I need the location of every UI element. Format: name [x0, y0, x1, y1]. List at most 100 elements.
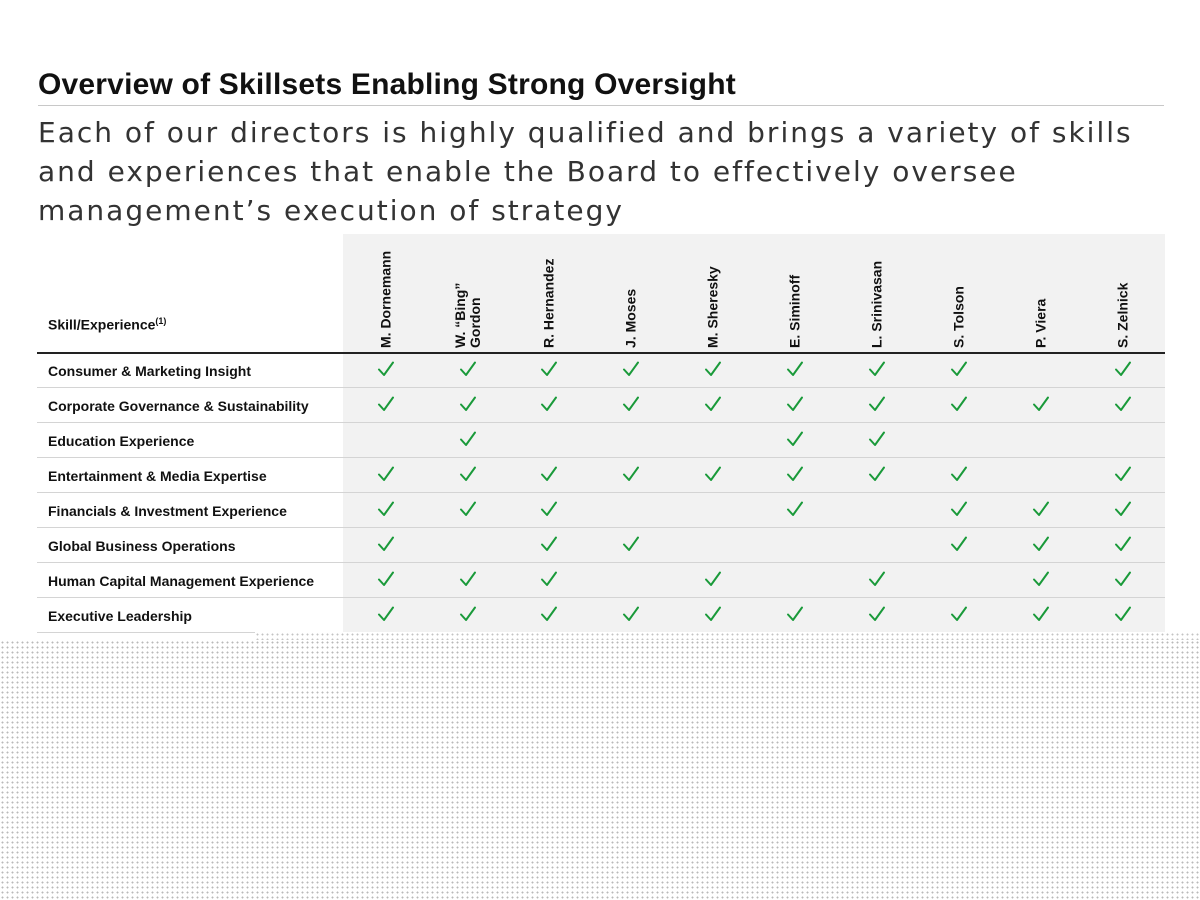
- director-name: J. Moses: [622, 288, 639, 348]
- checkmark-icon: [785, 464, 805, 484]
- directors-panel-background: [343, 234, 1165, 632]
- checkmark-icon: [539, 534, 559, 554]
- director-name: S. Zelnick: [1114, 282, 1131, 348]
- checkmark-icon: [1113, 534, 1133, 554]
- director-name: L. Srinivasan: [868, 260, 885, 348]
- checkmark-icon: [867, 359, 887, 379]
- table-row: Executive Leadership: [37, 598, 1165, 633]
- table-row: Corporate Governance & Sustainability: [37, 388, 1165, 423]
- checkmark-icon: [1031, 604, 1051, 624]
- checkmark-icon: [376, 359, 396, 379]
- checkmark-icon: [376, 534, 396, 554]
- checkmark-icon: [376, 604, 396, 624]
- checkmark-icon: [1031, 394, 1051, 414]
- row-divider: [37, 422, 1165, 423]
- table-row: Financials & Investment Experience: [37, 493, 1165, 528]
- checkmark-icon: [785, 604, 805, 624]
- checkmark-icon: [949, 359, 969, 379]
- title-divider: [38, 105, 1164, 106]
- checkmark-icon: [867, 429, 887, 449]
- row-divider: [37, 492, 1165, 493]
- checkmark-icon: [539, 394, 559, 414]
- checkmark-icon: [949, 499, 969, 519]
- row-divider: [37, 527, 1165, 528]
- director-header: S. Tolson: [934, 236, 984, 348]
- checkmark-icon: [949, 464, 969, 484]
- director-header: P. Viera: [1016, 236, 1066, 348]
- director-header: R. Hernandez: [524, 236, 574, 348]
- checkmark-icon: [1113, 394, 1133, 414]
- checkmark-icon: [785, 429, 805, 449]
- checkmark-icon: [1031, 569, 1051, 589]
- row-divider: [37, 562, 1165, 563]
- checkmark-icon: [376, 499, 396, 519]
- row-divider: [37, 457, 1165, 458]
- checkmark-icon: [1031, 499, 1051, 519]
- checkmark-icon: [539, 499, 559, 519]
- director-name: P. Viera: [1032, 298, 1049, 348]
- checkmark-icon: [1113, 464, 1133, 484]
- checkmark-icon: [703, 464, 723, 484]
- checkmark-icon: [621, 604, 641, 624]
- skill-label: Education Experience: [48, 433, 195, 449]
- checkmark-icon: [867, 394, 887, 414]
- checkmark-icon: [458, 569, 478, 589]
- dotted-overlay: [0, 640, 1200, 900]
- row-divider: [37, 597, 1165, 598]
- table-row: Entertainment & Media Expertise: [37, 458, 1165, 493]
- checkmark-icon: [458, 499, 478, 519]
- checkmark-icon: [785, 394, 805, 414]
- checkmark-icon: [949, 534, 969, 554]
- skill-label: Corporate Governance & Sustainability: [48, 398, 309, 414]
- checkmark-icon: [621, 464, 641, 484]
- skill-column-header-text: Skill/Experience: [48, 316, 156, 333]
- checkmark-icon: [458, 394, 478, 414]
- checkmark-icon: [458, 464, 478, 484]
- table-row: Global Business Operations: [37, 528, 1165, 563]
- director-header: L. Srinivasan: [852, 236, 902, 348]
- table-row: Human Capital Management Experience: [37, 563, 1165, 598]
- header-divider: [37, 352, 1165, 354]
- checkmark-icon: [539, 464, 559, 484]
- checkmark-icon: [867, 464, 887, 484]
- checkmark-icon: [703, 394, 723, 414]
- director-name: E. Siminoff: [786, 274, 803, 348]
- skill-label: Consumer & Marketing Insight: [48, 363, 252, 379]
- checkmark-icon: [1113, 604, 1133, 624]
- checkmark-icon: [1113, 359, 1133, 379]
- checkmark-icon: [703, 359, 723, 379]
- checkmark-icon: [621, 394, 641, 414]
- checkmark-icon: [458, 604, 478, 624]
- checkmark-icon: [458, 429, 478, 449]
- checkmark-icon: [703, 569, 723, 589]
- director-name: S. Tolson: [950, 286, 967, 348]
- director-header: W. “Bing” Gordon: [443, 236, 493, 348]
- table-row: Consumer & Marketing Insight: [37, 353, 1165, 388]
- skill-label: Global Business Operations: [48, 538, 236, 554]
- page-subtitle: Each of our directors is highly qualifie…: [38, 116, 1133, 227]
- row-divider: [37, 387, 1165, 388]
- checkmark-icon: [867, 604, 887, 624]
- director-name: R. Hernandez: [540, 258, 557, 348]
- page-title: Overview of Skillsets Enabling Strong Ov…: [38, 68, 736, 101]
- checkmark-icon: [458, 359, 478, 379]
- table-row: Education Experience: [37, 423, 1165, 458]
- footnote-marker: (1): [155, 316, 167, 326]
- skill-label: Entertainment & Media Expertise: [48, 468, 267, 484]
- checkmark-icon: [1113, 499, 1133, 519]
- director-header: E. Siminoff: [770, 236, 820, 348]
- checkmark-icon: [539, 569, 559, 589]
- skill-label: Executive Leadership: [48, 608, 192, 624]
- checkmark-icon: [539, 604, 559, 624]
- checkmark-icon: [539, 359, 559, 379]
- checkmark-icon: [621, 534, 641, 554]
- checkmark-icon: [867, 569, 887, 589]
- director-name: M. Dornemann: [377, 250, 394, 348]
- director-header: S. Zelnick: [1098, 236, 1148, 348]
- checkmark-icon: [621, 359, 641, 379]
- skill-label: Financials & Investment Experience: [48, 503, 287, 519]
- director-header: M. Sheresky: [688, 236, 738, 348]
- checkmark-icon: [785, 359, 805, 379]
- checkmark-icon: [376, 394, 396, 414]
- checkmark-icon: [949, 394, 969, 414]
